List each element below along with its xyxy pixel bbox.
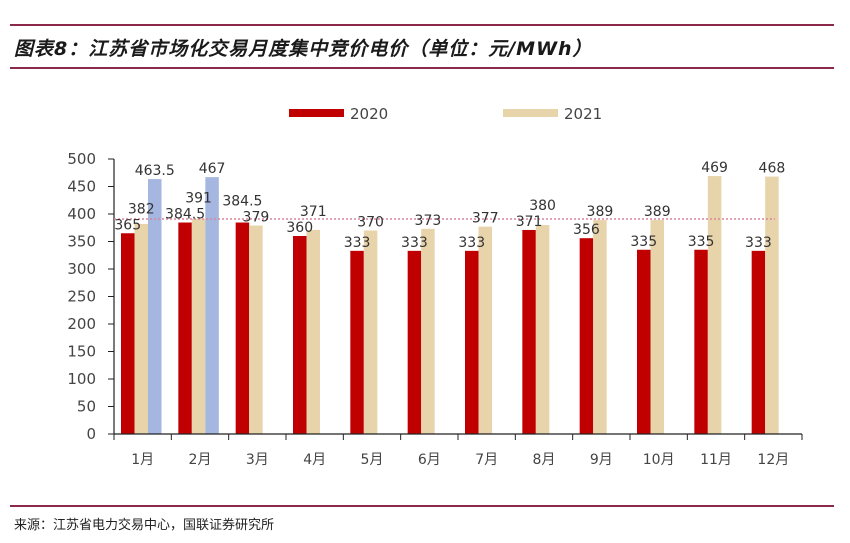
bar-2021-4月 [306, 229, 320, 434]
title-rule [10, 67, 834, 69]
data-label-2021-7月: 377 [472, 211, 499, 227]
data-label-2021-3月: 379 [243, 210, 270, 226]
data-label-2020-6月: 333 [401, 235, 428, 251]
data-label-2020-3月: 384.5 [222, 194, 262, 210]
x-tick-label: 4月 [303, 452, 326, 468]
data-label-extra-1月: 463.5 [135, 163, 175, 179]
bar-extra-1月 [148, 179, 162, 434]
data-label-2021-12月: 468 [759, 161, 786, 177]
legend-label-2020: 2020 [350, 105, 388, 123]
legend-label-2021: 2021 [564, 105, 602, 123]
chart-title: 图表8：江苏省市场化交易月度集中竞价电价（单位：元/MWh） [14, 38, 593, 60]
data-label-2021-6月: 373 [415, 213, 442, 229]
data-label-2021-2月: 391 [185, 191, 212, 207]
data-label-2021-9月: 389 [587, 204, 614, 220]
y-tick-label: 450 [67, 178, 96, 196]
x-tick-label: 2月 [189, 452, 212, 468]
data-label-2020-2月: 384.5 [165, 207, 205, 223]
x-tick-label: 6月 [418, 452, 441, 468]
data-label-2021-8月: 380 [529, 198, 556, 214]
data-label-2020-12月: 333 [745, 235, 772, 251]
y-tick-label: 250 [67, 288, 96, 306]
bar-2020-6月 [407, 250, 422, 434]
data-label-2021-11月: 469 [701, 160, 728, 176]
bar-chart: 2020 2021 050100150200250300350400450500 … [67, 105, 803, 468]
y-tick-label: 350 [67, 233, 96, 251]
bar-2021-10月 [650, 220, 664, 434]
x-tick-label: 5月 [361, 452, 384, 468]
bar-2021-11月 [707, 176, 722, 435]
data-label-2020-11月: 335 [688, 234, 715, 250]
x-tick-label: 3月 [246, 452, 269, 468]
bar-2021-8月 [535, 225, 550, 434]
data-label-2020-7月: 333 [458, 235, 485, 251]
data-label-2021-4月: 371 [300, 204, 327, 220]
bottom-rule [10, 505, 834, 507]
bar-2020-4月 [293, 236, 307, 434]
x-tick-label: 11月 [700, 452, 732, 468]
y-tick-label: 50 [77, 398, 96, 416]
data-label-2020-5月: 333 [344, 235, 371, 251]
x-tick-label: 10月 [643, 452, 675, 468]
bar-2020-12月 [751, 250, 766, 434]
bar-2020-8月 [522, 229, 536, 434]
y-tick-label: 200 [67, 315, 96, 333]
data-label-2020-4月: 360 [286, 220, 313, 236]
x-axis: 1月 2月 3月 4月 5月 6月 7月 8月 9月 10月 11月 12月 [113, 433, 803, 468]
bar-2021-3月 [249, 225, 263, 434]
bar-2021-7月 [478, 226, 492, 434]
bar-2020-7月 [465, 250, 479, 434]
y-tick-label: 400 [67, 205, 96, 223]
x-tick-label: 12月 [757, 452, 789, 468]
bars [121, 176, 779, 435]
y-tick-label: 0 [86, 425, 96, 443]
data-label-2021-1月: 382 [128, 201, 155, 217]
data-label-2020-1月: 365 [114, 217, 141, 233]
y-tick-label: 100 [67, 370, 96, 388]
legend-swatch-2020 [289, 109, 344, 117]
bar-2020-11月 [694, 249, 708, 434]
x-tick-label: 7月 [475, 452, 498, 468]
x-tick-label: 8月 [533, 452, 556, 468]
x-tick-label: 1月 [131, 452, 154, 468]
top-rule [10, 24, 834, 26]
bar-2021-2月 [191, 218, 206, 434]
legend-swatch-2021 [503, 109, 558, 117]
source-note: 来源：江苏省电力交易中心，国联证券研究所 [14, 518, 275, 533]
bar-extra-2月 [205, 177, 219, 434]
x-tick-label: 9月 [590, 452, 613, 468]
bar-2021-1月 [134, 223, 148, 434]
bar-2021-6月 [421, 228, 435, 434]
bar-2020-1月 [121, 233, 135, 434]
data-label-2020-8月: 371 [516, 214, 543, 230]
data-label-2020-9月: 356 [573, 222, 600, 238]
data-label-2021-5月: 370 [357, 215, 384, 231]
y-tick-label: 150 [67, 343, 96, 361]
data-labels: 333 333 333 333 335 335 356 360 365 370 371 371 373 3… [114, 160, 785, 251]
data-label-extra-2月: 467 [199, 161, 226, 177]
bar-2021-5月 [363, 230, 378, 434]
bar-2020-2月 [178, 222, 192, 434]
bar-2020-10月 [637, 249, 651, 434]
bar-2020-5月 [350, 250, 364, 434]
bar-2020-3月 [235, 222, 250, 434]
bar-2021-12月 [765, 176, 779, 434]
data-label-2021-10月: 389 [644, 204, 671, 220]
data-label-2020-10月: 335 [630, 234, 657, 250]
bar-2021-9月 [593, 220, 607, 434]
bar-2020-9月 [579, 238, 594, 434]
legend: 2020 2021 [289, 105, 602, 123]
y-tick-label: 500 [67, 150, 96, 168]
y-tick-label: 300 [67, 260, 96, 278]
y-axis: 0 50 100 150 200 250 300 350 400 450 500 [67, 150, 115, 443]
